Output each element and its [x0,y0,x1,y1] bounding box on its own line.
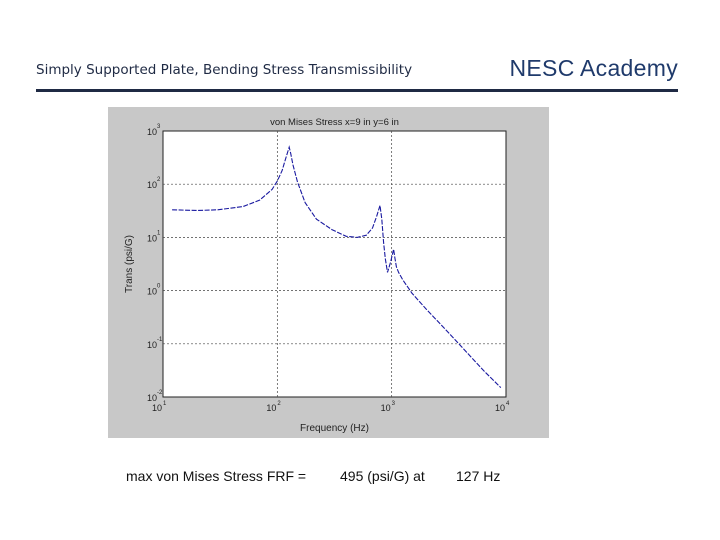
y-tick-exponent: -1 [157,337,163,343]
y-tick-label: 10 [147,233,157,243]
slide-title: Simply Supported Plate, Bending Stress T… [36,62,413,78]
x-tick-label: 10 [495,403,505,413]
y-tick-label: 10 [147,393,157,403]
y-tick-label: 10 [147,287,157,297]
brand-logo-text: NESC Academy [509,55,678,81]
plot-area [162,130,507,398]
y-tick-exponent: -2 [157,390,163,396]
chart-title: von Mises Stress x=9 in y=6 in [270,117,399,128]
x-tick-label: 10 [266,403,276,413]
x-axis-label: Frequency (Hz) [300,423,369,434]
y-tick-label: 10 [147,340,157,350]
x-tick-exponent: 3 [392,401,396,407]
footer-label: max von Mises Stress FRF = [126,468,307,484]
y-tick-exponent: 1 [157,230,161,236]
y-axis-label: Trans (psi/G) [124,235,135,293]
x-tick-exponent: 4 [506,401,510,407]
x-tick-exponent: 1 [163,401,167,407]
x-tick-label: 10 [152,403,162,413]
y-tick-label: 10 [147,180,157,190]
transmissibility-chart: 10 1 10 2 10 3 10 410 -210 -110 010 110 210 3 von Mise… [124,117,510,434]
y-tick-label: 10 [147,127,157,137]
header-rule [36,89,678,92]
y-tick-exponent: 3 [157,124,161,130]
footer-frequency: 127 Hz [456,468,501,484]
y-tick-exponent: 0 [157,284,161,290]
footer-value: 495 (psi/G) at [340,468,425,484]
y-tick-exponent: 2 [157,177,161,183]
x-tick-exponent: 2 [277,401,281,407]
x-tick-label: 10 [381,403,391,413]
series-line [172,145,502,388]
chart-figure: 10 1 10 2 10 3 10 4 10 -2 10 -1 10 0 10 1 10 2 10 3 von Mise… [108,107,549,438]
